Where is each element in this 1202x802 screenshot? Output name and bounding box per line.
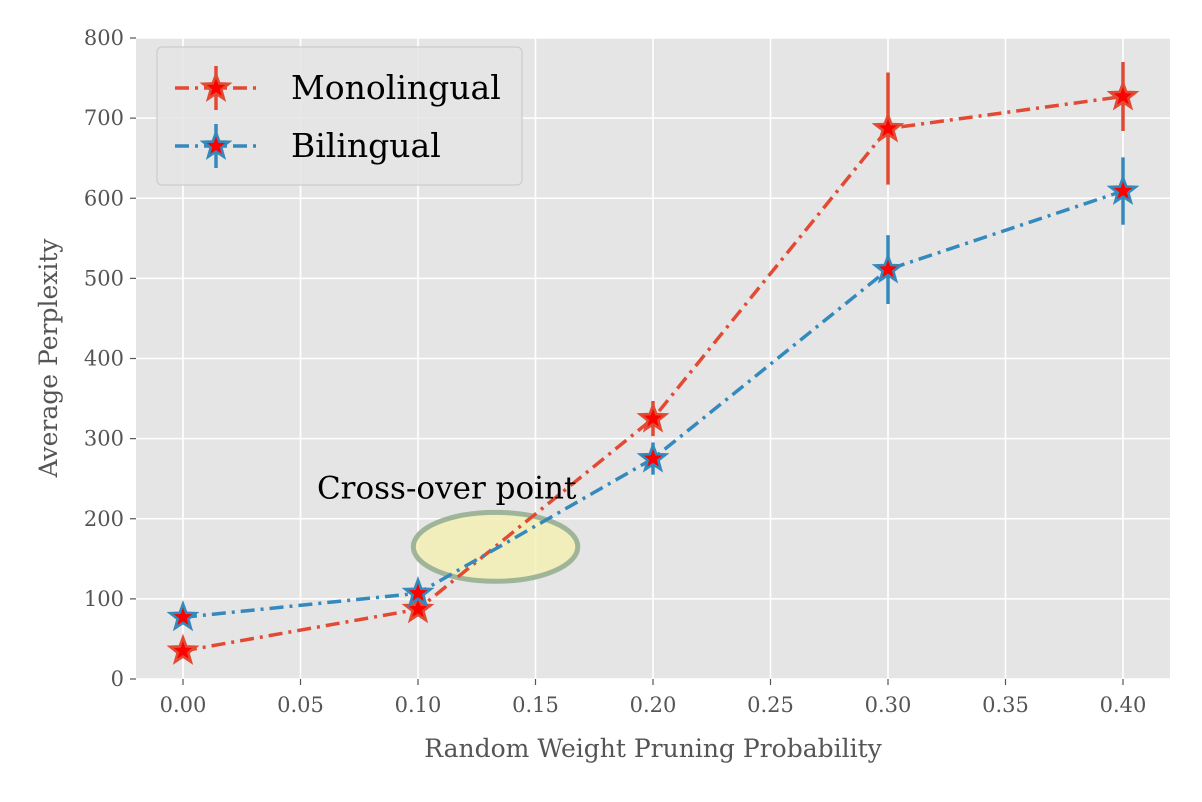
annotation-layer: Cross-over point <box>317 471 577 507</box>
series-monolingual <box>166 62 1140 665</box>
x-tick-label: 0.15 <box>512 693 559 717</box>
data-point-star <box>871 111 905 143</box>
y-tick-label: 300 <box>84 427 124 451</box>
data-point-star <box>401 575 435 608</box>
y-axis-ticks: 0 100 200 300 400 500 600 700 800 <box>84 26 136 691</box>
annotation-text: Cross-over point <box>317 471 577 507</box>
legend-marker-star <box>199 70 233 102</box>
x-tick-label: 0.00 <box>160 693 207 717</box>
series-line <box>182 94 1124 653</box>
data-point-star <box>166 633 200 665</box>
crossover-highlight-ellipse <box>410 509 581 584</box>
x-tick-label: 0.25 <box>747 693 794 717</box>
data-point-star <box>636 401 670 433</box>
legend: Monolingual Bilingual <box>156 46 523 186</box>
x-tick-label: 0.35 <box>982 693 1029 717</box>
y-tick-label: 200 <box>84 507 124 531</box>
series-line <box>182 189 1124 620</box>
data-point-star <box>636 441 670 473</box>
x-axis-label: Random Weight Pruning Probability <box>424 734 882 763</box>
data-point-star <box>401 592 435 624</box>
x-tick-label: 0.05 <box>277 693 324 717</box>
x-axis-ticks: 0.00 0.05 0.10 0.15 0.20 0.25 0.30 0.35 0.40 <box>160 679 1147 717</box>
x-tick-label: 0.40 <box>1100 693 1147 717</box>
x-tick-label: 0.20 <box>630 693 677 717</box>
legend-marker-star <box>199 128 233 160</box>
y-tick-label: 400 <box>84 347 124 371</box>
y-tick-label: 800 <box>84 26 124 50</box>
legend-item-bilingual: Bilingual <box>175 124 441 168</box>
data-point-star <box>1106 173 1140 206</box>
data-point-star <box>871 252 905 284</box>
x-tick-label: 0.30 <box>865 693 912 717</box>
highlight-layer <box>410 509 581 584</box>
series-layer <box>166 62 1140 665</box>
legend-label: Monolingual <box>291 68 501 107</box>
y-tick-label: 100 <box>84 587 124 611</box>
series-bilingual <box>166 157 1140 632</box>
y-tick-label: 0 <box>111 667 124 691</box>
legend-item-monolingual: Monolingual <box>175 66 501 110</box>
legend-box <box>156 46 523 186</box>
y-tick-label: 700 <box>84 106 124 130</box>
y-tick-label: 500 <box>84 266 124 290</box>
x-tick-label: 0.10 <box>395 693 442 717</box>
data-point-star <box>1106 79 1140 111</box>
data-point-star <box>166 600 200 632</box>
y-axis-label: Average Perplexity <box>34 238 63 479</box>
y-tick-label: 600 <box>84 186 124 210</box>
legend-label: Bilingual <box>291 126 441 165</box>
